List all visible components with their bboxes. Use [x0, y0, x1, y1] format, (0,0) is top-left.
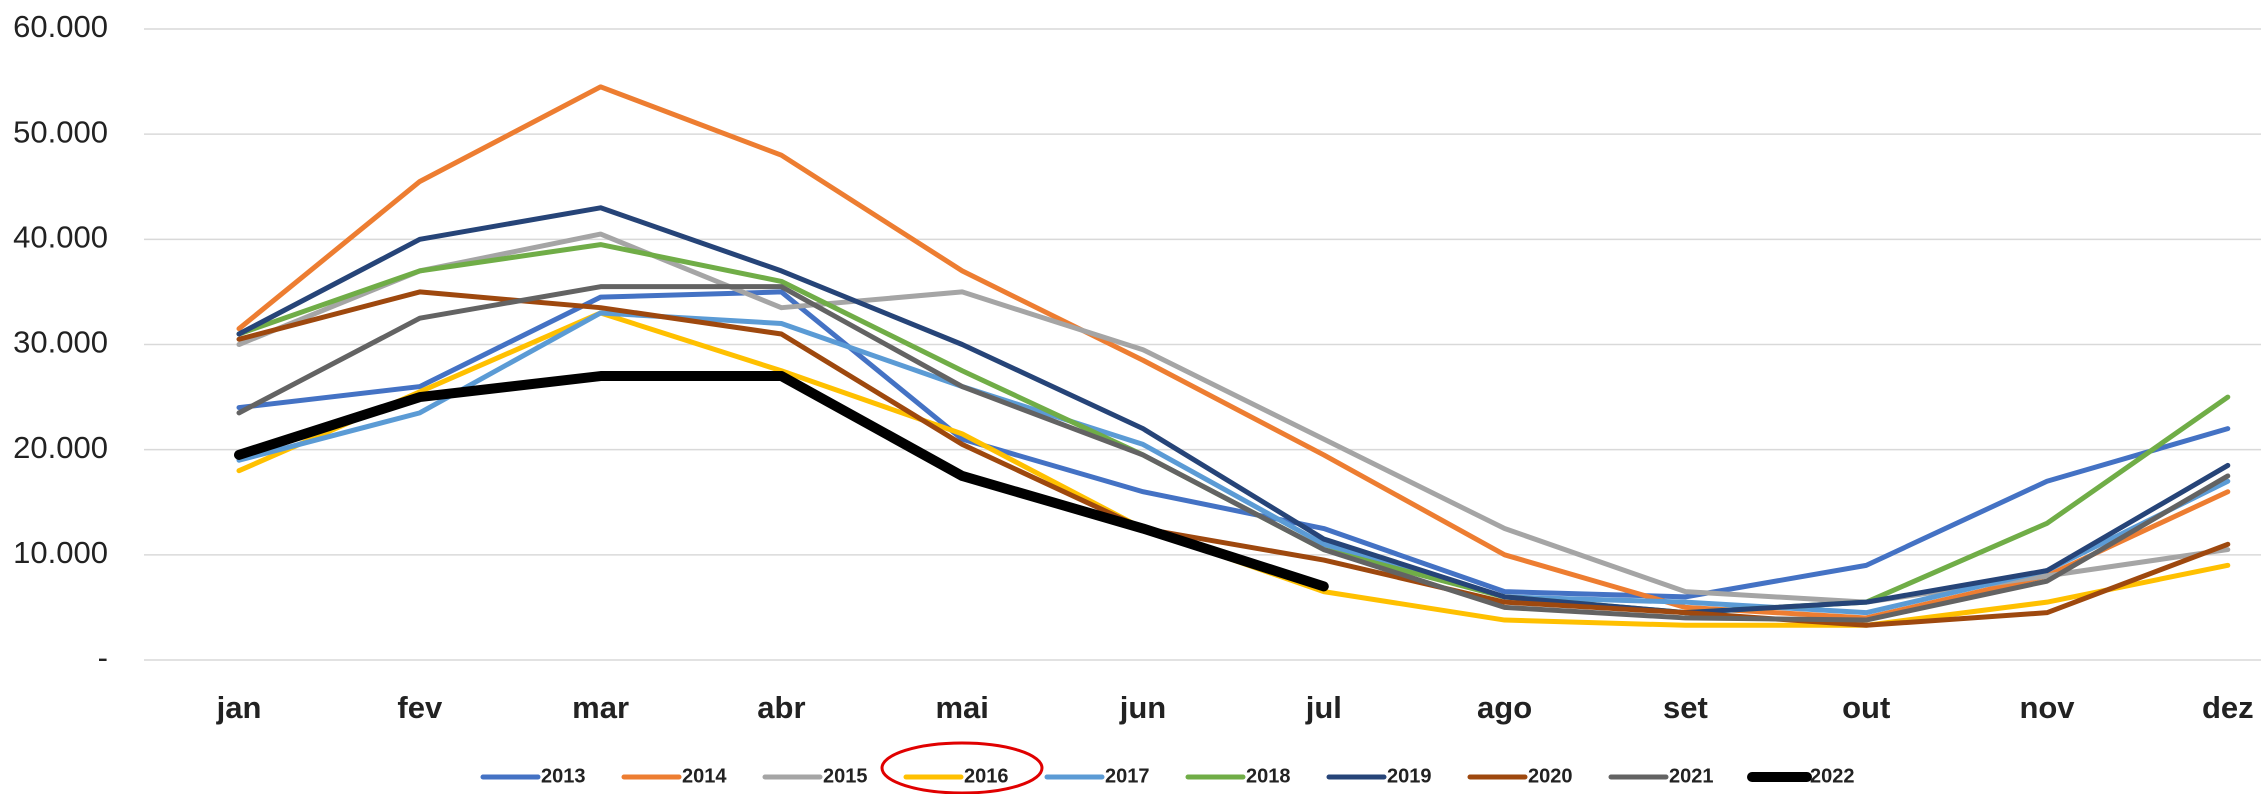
x-tick-label: nov — [2019, 690, 2075, 725]
legend-label: 2013 — [541, 765, 586, 787]
legend-label: 2020 — [1528, 765, 1573, 787]
y-tick-label: 30.000 — [13, 325, 108, 360]
series-line — [236, 205, 2231, 616]
x-tick-label: dez — [2202, 690, 2254, 725]
y-tick-label: - — [98, 640, 108, 675]
legend-label: 2015 — [823, 765, 868, 787]
legend-label: 2016 — [964, 765, 1009, 787]
series-line — [236, 289, 2231, 628]
series-line — [236, 310, 2231, 628]
legend-label: 2019 — [1387, 765, 1432, 787]
series-line — [234, 371, 1329, 592]
x-tick-label: set — [1663, 690, 1708, 725]
series-line — [236, 310, 2231, 616]
x-tick-label: mai — [935, 690, 988, 725]
series-line — [236, 289, 2231, 600]
highlight-circle — [880, 741, 1044, 795]
x-tick-label: fev — [397, 690, 443, 725]
legend-label: 2022 — [1810, 765, 1855, 787]
x-tick-label: mar — [572, 690, 629, 725]
series-line — [236, 84, 2231, 621]
y-tick-label: 60.000 — [13, 9, 108, 44]
y-tick-label: 50.000 — [13, 114, 108, 149]
x-tick-label: ago — [1477, 690, 1532, 725]
y-tick-label: 20.000 — [13, 430, 108, 465]
series-line — [236, 284, 2231, 623]
legend-label: 2021 — [1669, 765, 1714, 787]
legend-label: 2017 — [1105, 765, 1150, 787]
y-tick-label: 10.000 — [13, 535, 108, 570]
x-tick-label: jul — [1305, 690, 1342, 725]
legend-label: 2018 — [1246, 765, 1291, 787]
legend-label: 2014 — [682, 765, 727, 787]
y-tick-label: 40.000 — [13, 220, 108, 255]
x-tick-label: out — [1842, 690, 1890, 725]
series-line — [236, 231, 2231, 605]
x-tick-label: jun — [1119, 690, 1167, 725]
x-tick-label: jan — [216, 690, 262, 725]
x-tick-label: abr — [757, 690, 805, 725]
